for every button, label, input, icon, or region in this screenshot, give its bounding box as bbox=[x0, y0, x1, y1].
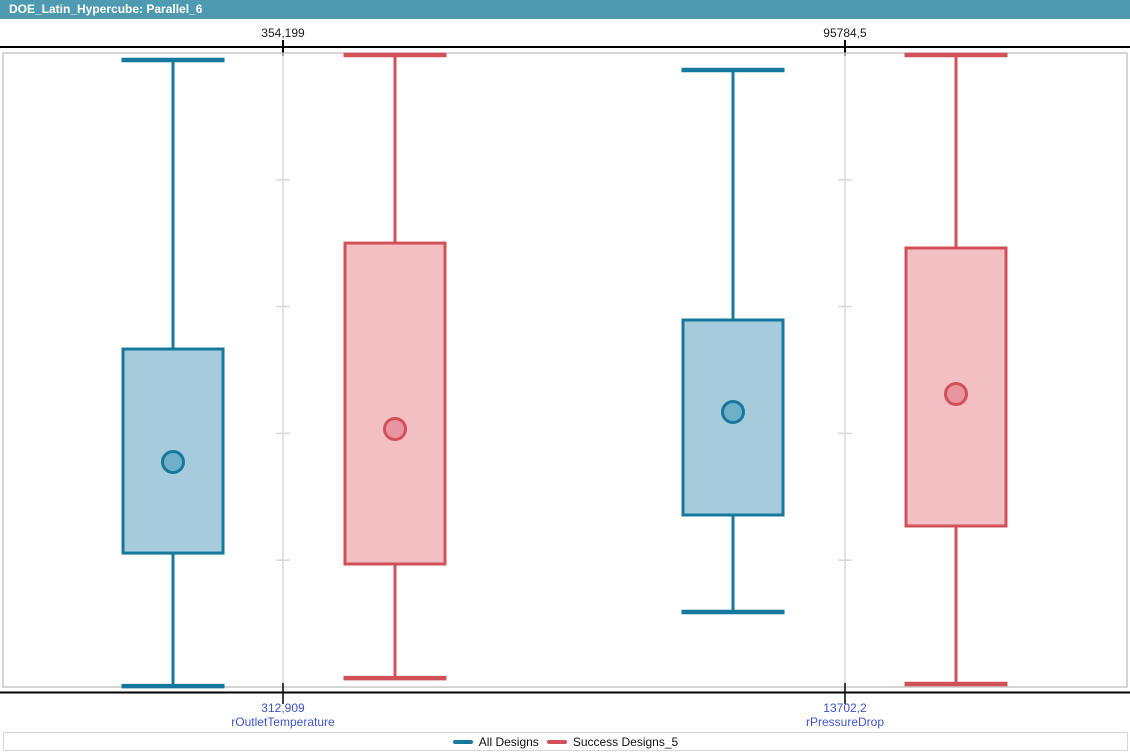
window-titlebar[interactable]: DOE_Latin_Hypercube: Parallel_6 bbox=[0, 0, 1130, 19]
boxplot-all-designs-rpressuredrop bbox=[681, 67, 785, 615]
variable-axis-rpressuredrop bbox=[838, 53, 852, 687]
legend-label-all-designs: All Designs bbox=[478, 734, 539, 749]
mean-marker[interactable] bbox=[161, 450, 185, 475]
axis-max-label-routlettemperature: 354,199 bbox=[261, 26, 305, 40]
boxplot-success-designs-5-routlettemperature bbox=[343, 52, 447, 681]
mean-marker[interactable] bbox=[944, 382, 968, 407]
mean-marker[interactable] bbox=[721, 400, 745, 425]
boxplot-marks bbox=[121, 52, 1008, 689]
legend-label-success-designs: Success Designs_5 bbox=[572, 734, 679, 749]
boxplot-success-designs-5-rpressuredrop bbox=[904, 52, 1008, 687]
legend-item-success-designs[interactable]: Success Designs_5 bbox=[546, 734, 679, 749]
plot-frame bbox=[2, 52, 1128, 688]
boxplot-all-designs-routlettemperature bbox=[121, 57, 225, 689]
success-designs-line-icon bbox=[546, 739, 567, 744]
iqr-box[interactable] bbox=[121, 347, 225, 555]
axis-min-label-rpressuredrop: 13702,2 bbox=[823, 701, 867, 715]
iqr-box[interactable] bbox=[343, 241, 447, 566]
mean-marker[interactable] bbox=[383, 417, 407, 442]
legend-item-all-designs[interactable]: All Designs bbox=[452, 734, 539, 749]
axis-min-label-routlettemperature: 312,909 bbox=[261, 701, 305, 715]
axis-name-rpressuredrop[interactable]: rPressureDrop bbox=[806, 715, 884, 729]
legend: All Designs Success Designs_5 bbox=[3, 732, 1128, 751]
all-designs-line-icon bbox=[452, 739, 473, 744]
window-title: DOE_Latin_Hypercube: Parallel_6 bbox=[9, 2, 203, 16]
axis-max-label-rpressuredrop: 95784,5 bbox=[823, 26, 867, 40]
variable-axis-routlettemperature bbox=[276, 53, 290, 687]
axis-name-routlettemperature[interactable]: rOutletTemperature bbox=[231, 715, 335, 729]
